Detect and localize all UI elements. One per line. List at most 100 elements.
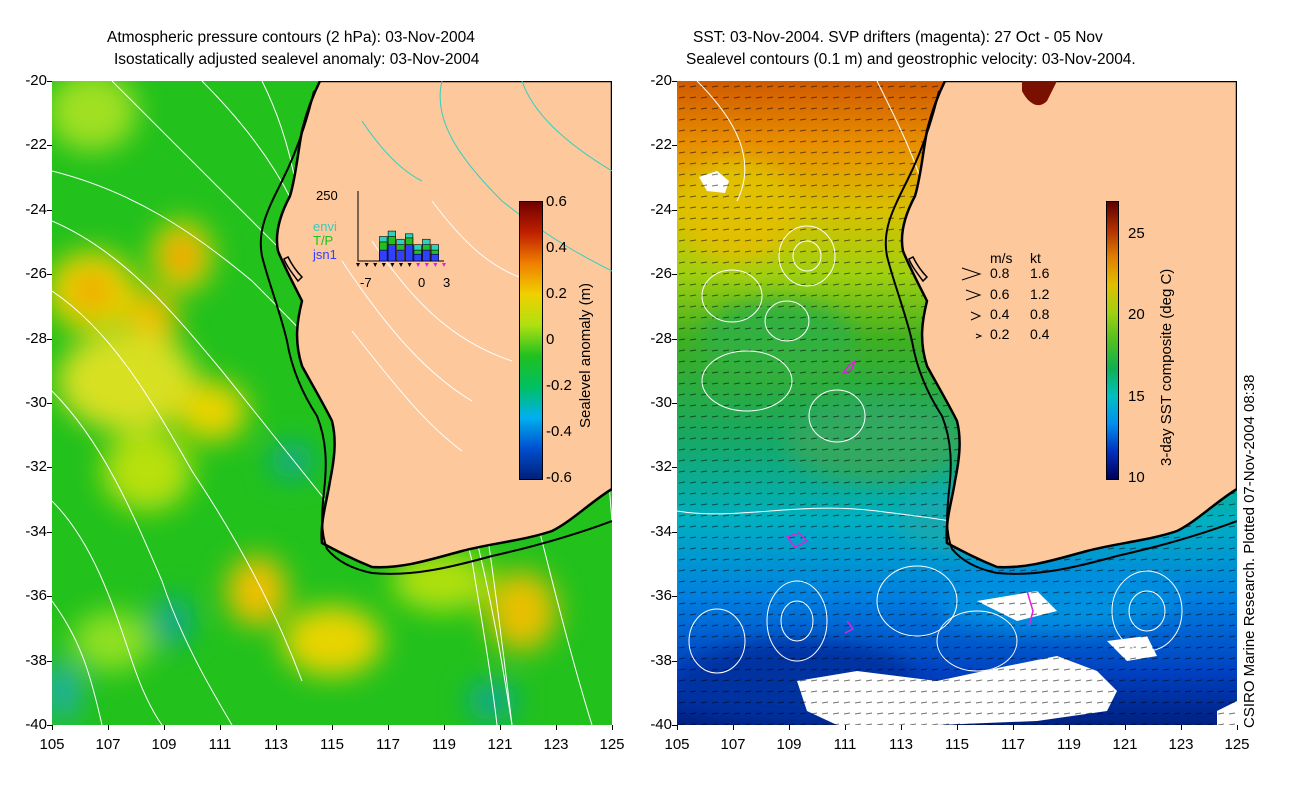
velocity-kt-value: 0.8	[1030, 306, 1050, 322]
inset-legend-envi: envi	[313, 219, 337, 234]
credit-text: CSIRO Marine Research. Plotted 07-Nov-20…	[1241, 374, 1258, 728]
velocity-ms-value: 0.2	[990, 326, 1010, 342]
inset-bar-jsn1	[430, 253, 439, 262]
tick-mark	[47, 274, 52, 276]
inset-legend-jsn1: jsn1	[313, 247, 337, 262]
right-lat-tick: -38	[650, 651, 672, 669]
left-lon-tick: 119	[432, 736, 456, 753]
tick-mark	[47, 467, 52, 469]
tick-mark	[672, 274, 677, 276]
left-lon-tick: 117	[376, 736, 400, 753]
sst-cb-tick: 10	[1128, 469, 1145, 486]
inset-day-marker	[416, 263, 421, 267]
inset-ymax: 250	[316, 188, 338, 203]
inset-day-marker	[433, 263, 438, 267]
inset-bar-jsn1	[404, 244, 414, 262]
left-lat-tick: -40	[25, 716, 47, 733]
sst-colorbar	[1106, 201, 1119, 480]
inset-day-marker	[356, 263, 360, 267]
island	[908, 255, 929, 283]
tick-mark	[1069, 725, 1070, 730]
velocity-legend: m/s kt 0.8 1.6 0.6 1.2 0.4 0.8 0.2 0.4	[960, 250, 1070, 350]
tick-mark	[672, 209, 677, 211]
tick-mark	[52, 725, 53, 730]
tick-mark	[47, 81, 52, 82]
left-title-line2: Isostatically adjusted sealevel anomaly:…	[114, 51, 480, 68]
velocity-ms-value: 0.4	[990, 306, 1010, 322]
tick-mark	[845, 725, 846, 730]
inset-day-marker	[407, 263, 412, 267]
tick-mark	[388, 725, 389, 730]
tick-mark	[1013, 725, 1014, 730]
velocity-header-kt: kt	[1030, 250, 1041, 266]
inset-day-marker	[399, 263, 403, 267]
inset-xtick-max: 3	[443, 275, 451, 290]
right-lon-tick: 121	[1112, 736, 1138, 753]
shelf-contour-200m	[884, 90, 1237, 575]
svp-drifter-tracks	[785, 359, 1034, 634]
left-lat-tick: -24	[25, 200, 47, 218]
anomaly-field	[52, 81, 557, 721]
velocity-arrow-icon	[965, 289, 982, 301]
inset-day-marker	[390, 263, 395, 267]
left-title-line1: Atmospheric pressure contours (2 hPa): 0…	[107, 29, 475, 46]
tick-mark	[901, 725, 902, 730]
tick-mark	[500, 725, 501, 730]
tick-mark	[47, 660, 52, 662]
inset-xtick-zero: 0	[418, 275, 426, 290]
altimeter-inset: 250 envi T/P jsn1 -7 0 3	[300, 185, 460, 295]
sealevel-cb-tick: 0	[546, 331, 555, 348]
inset-legend-tp: T/P	[313, 233, 334, 248]
sealevel-cb-tick: -0.6	[546, 469, 572, 486]
sealevel-cb-tick: -0.2	[546, 377, 572, 394]
tick-mark	[1125, 725, 1126, 730]
left-lat-tick: -28	[25, 329, 47, 347]
sst-map[interactable]	[677, 81, 1237, 725]
tick-mark	[47, 338, 52, 340]
inset-day-marker	[381, 263, 386, 267]
sealevel-cb-tick: 0.6	[546, 193, 567, 210]
inset-day-marker	[364, 263, 369, 267]
right-lat-tick: -34	[650, 522, 672, 540]
tick-mark	[672, 596, 677, 598]
inset-bar-jsn1	[396, 249, 405, 262]
right-lat-tick: -22	[650, 136, 672, 154]
left-lat-tick: -38	[25, 651, 47, 669]
inset-bar-jsn1	[379, 249, 388, 262]
right-lat-tick: -30	[650, 394, 672, 411]
velocity-ms-value: 0.6	[990, 286, 1010, 302]
sealevel-colorbar	[519, 201, 543, 480]
tick-mark	[220, 725, 221, 730]
tick-mark	[47, 596, 52, 598]
sst-cb-tick: 25	[1128, 225, 1145, 242]
right-lon-tick: 117	[1001, 736, 1025, 753]
tick-mark	[1181, 725, 1182, 730]
sealevel-cb-tick: 0.2	[546, 285, 567, 302]
right-lat-tick: -28	[650, 329, 672, 347]
sst-map-svg	[677, 81, 1237, 725]
tick-mark	[47, 145, 52, 147]
velocity-arrow-icon	[970, 311, 982, 321]
velocity-kt-value: 0.4	[1030, 326, 1050, 342]
tick-mark	[957, 725, 958, 730]
tick-mark	[672, 403, 677, 404]
right-lon-tick: 113	[889, 736, 913, 753]
right-lat-tick: -24	[650, 200, 672, 218]
left-lon-tick: 113	[264, 736, 288, 753]
right-lon-tick: 119	[1057, 736, 1081, 753]
left-lon-tick: 121	[487, 736, 513, 753]
tick-mark	[332, 725, 333, 730]
left-lat-tick: -20	[25, 72, 47, 89]
tick-mark	[789, 725, 790, 730]
right-lat-tick: -20	[650, 72, 672, 89]
tick-mark	[47, 725, 52, 726]
tick-mark	[672, 81, 677, 82]
right-lat-tick: -26	[650, 265, 672, 283]
inset-bar-jsn1	[422, 249, 431, 262]
tick-mark	[672, 145, 677, 147]
tick-mark	[672, 660, 677, 662]
tick-mark	[677, 725, 678, 730]
inset-day-marker	[373, 263, 378, 267]
tick-mark	[672, 725, 677, 726]
velocity-arrow-icon	[961, 267, 982, 281]
